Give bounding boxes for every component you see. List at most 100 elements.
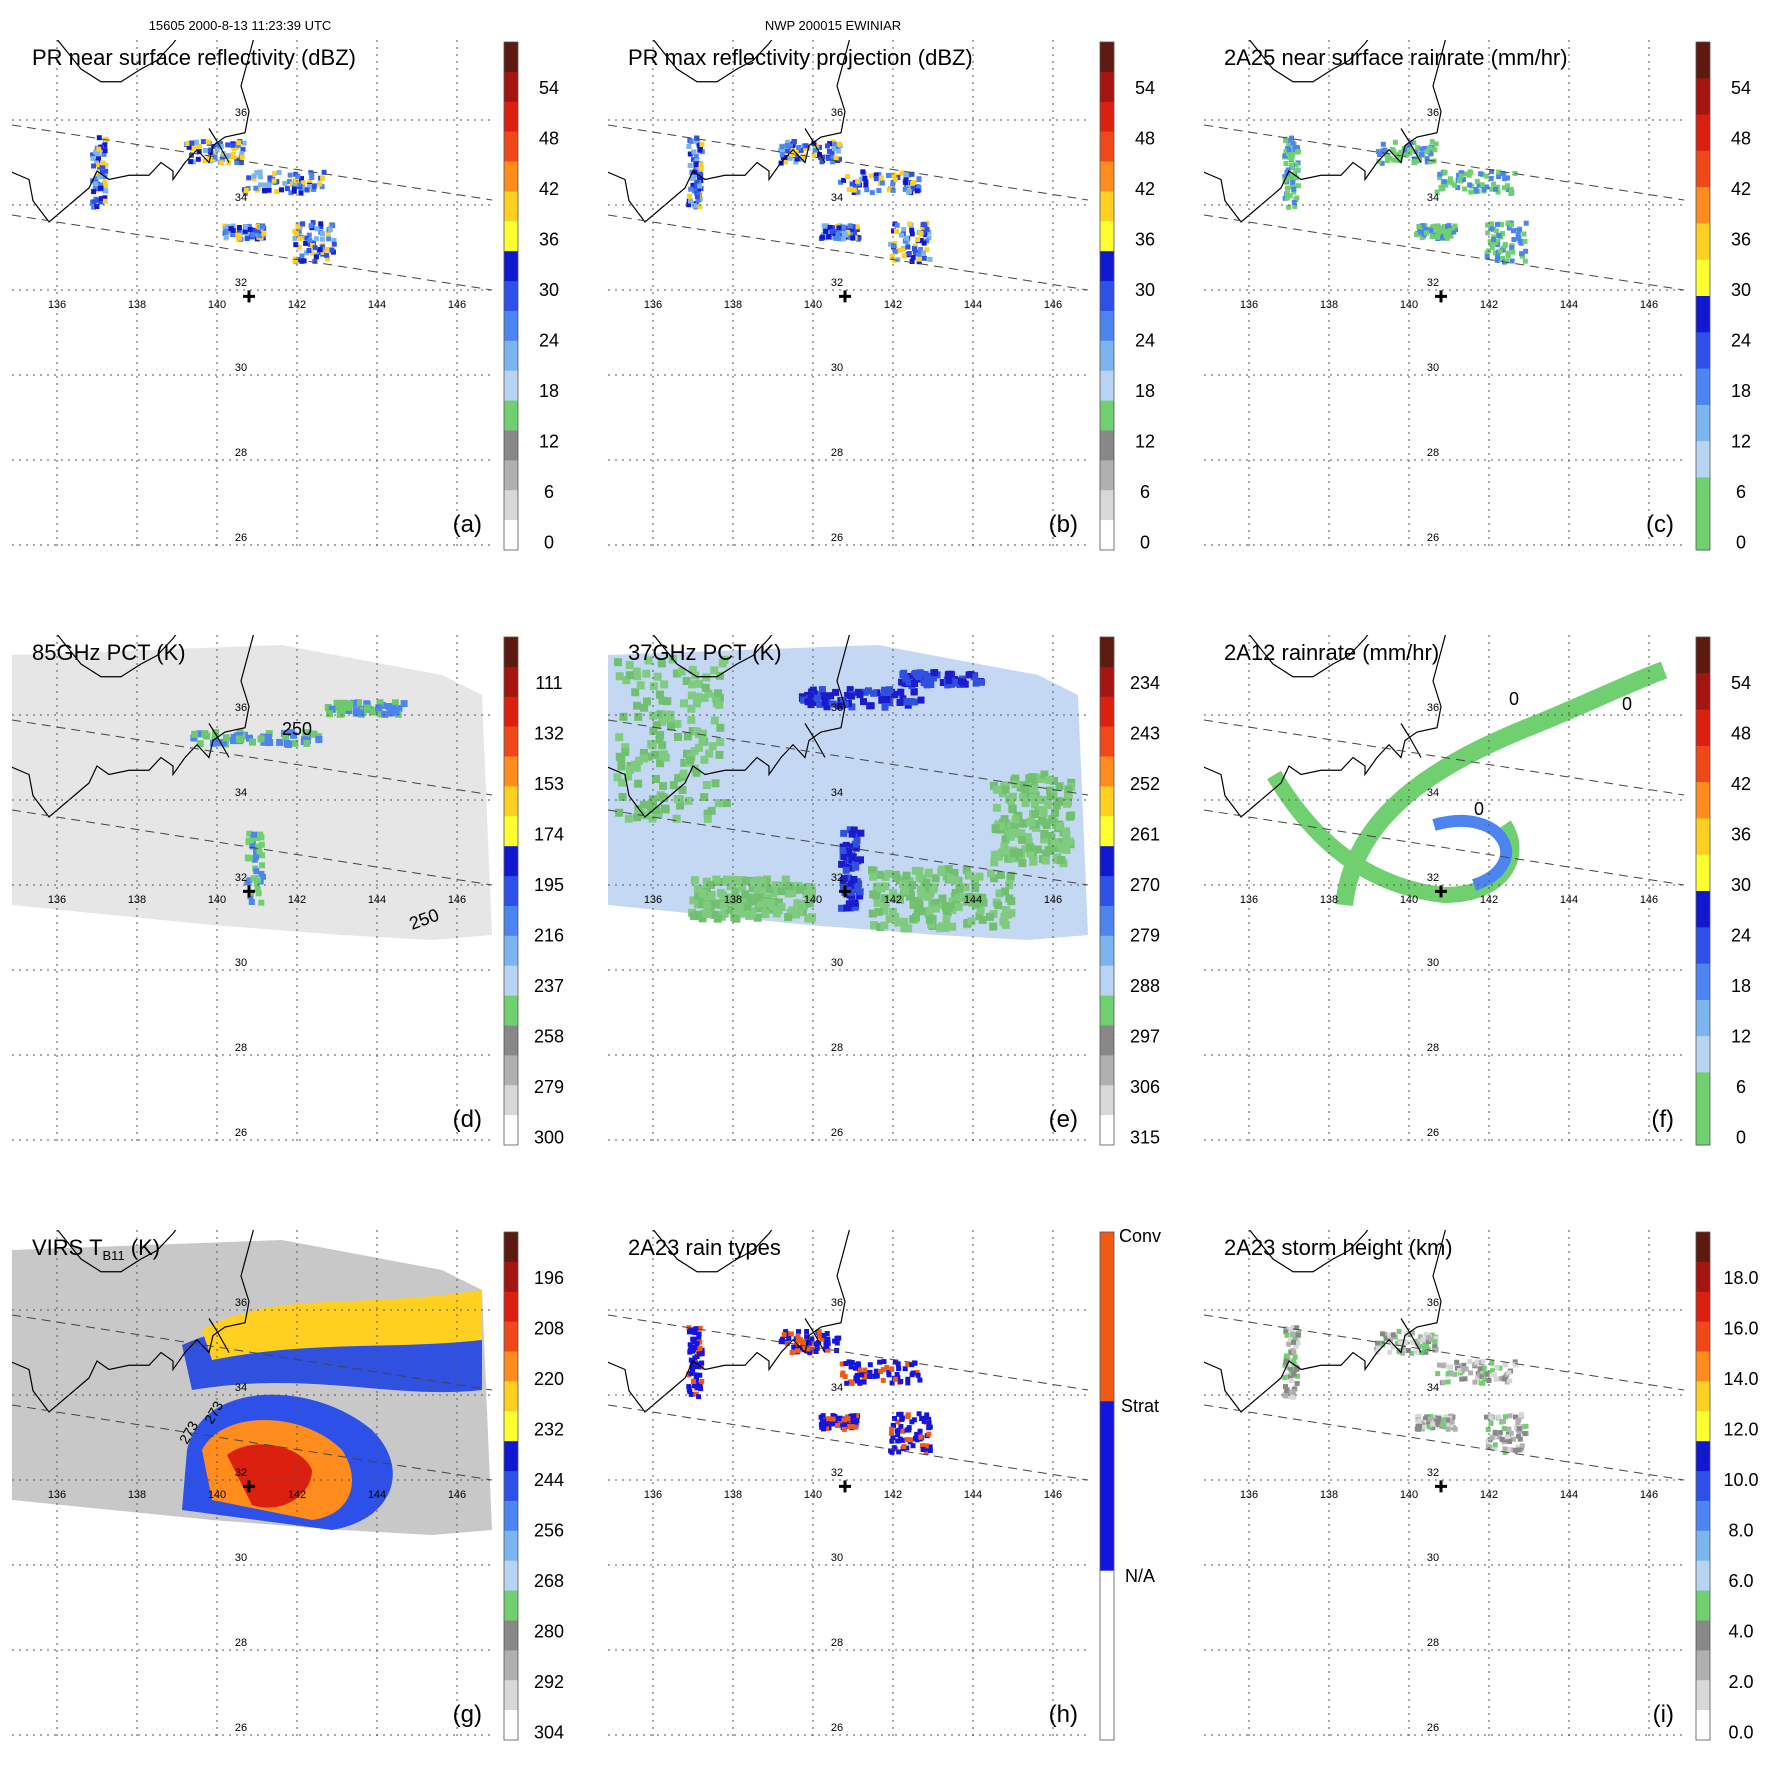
data-pixel (218, 143, 224, 149)
lon-tick-label: 140 (208, 299, 226, 311)
data-pixel (287, 179, 292, 185)
data-pixel (1290, 151, 1296, 157)
data-pixel (621, 743, 630, 752)
data-pixel (1426, 1419, 1432, 1425)
data-pixel (1498, 1376, 1504, 1382)
data-pixel (1291, 1394, 1297, 1400)
data-pixel (1397, 1340, 1403, 1346)
data-pixel (1454, 1362, 1460, 1368)
data-pixel (868, 173, 874, 179)
data-pixel (1282, 136, 1288, 142)
data-pixel (1430, 1421, 1436, 1427)
data-pixel (1494, 1364, 1500, 1370)
data-pixel (737, 883, 746, 892)
data-pixel (226, 230, 232, 235)
data-pixel (730, 901, 739, 910)
data-pixel (1448, 1364, 1454, 1370)
colorbar-tick-label: 153 (534, 774, 564, 794)
data-pixel (293, 242, 299, 248)
data-pixel (1445, 1379, 1451, 1385)
data-pixel (385, 703, 393, 710)
data-pixel (259, 852, 265, 859)
data-pixel (789, 1350, 795, 1355)
colorbar-segment (504, 995, 518, 1026)
data-pixel (999, 917, 1008, 926)
colorbar-segment (504, 1261, 518, 1293)
colorbar-tick-label: 14.0 (1723, 1369, 1758, 1389)
data-pixel (615, 808, 624, 817)
data-pixel (1294, 1380, 1300, 1386)
data-pixel (877, 1369, 883, 1374)
data-pixel (826, 234, 832, 239)
data-pixel (646, 801, 655, 810)
data-pixel (851, 903, 859, 911)
data-pixel (831, 225, 837, 231)
colorbar-segment (504, 221, 518, 252)
data-pixel (218, 160, 224, 166)
lat-tick-label: 28 (235, 1637, 247, 1649)
data-pixel (693, 1382, 699, 1388)
data-pixel (1493, 239, 1499, 245)
data-pixel (236, 235, 242, 241)
data-pixel (1432, 1342, 1438, 1348)
data-pixel (1427, 1416, 1433, 1422)
data-pixel (1415, 145, 1421, 151)
lat-tick-label: 28 (1427, 1042, 1439, 1054)
data-pixel (755, 893, 764, 902)
data-pixel (1292, 204, 1298, 209)
data-pixel (829, 700, 837, 708)
data-pixel (1411, 140, 1417, 146)
data-pixel (315, 736, 323, 743)
coastline (208, 128, 230, 163)
data-pixel (1408, 147, 1414, 153)
data-pixel (925, 906, 934, 915)
data-pixel (1291, 186, 1297, 192)
data-pixel (824, 1426, 829, 1431)
colorbar-segment (1696, 259, 1710, 297)
data-pixel (1294, 149, 1300, 155)
data-pixel (915, 1372, 921, 1378)
data-pixel (963, 897, 972, 906)
data-pixel (827, 224, 833, 230)
data-pixel (918, 238, 924, 243)
data-pixel (1506, 225, 1512, 231)
data-pixel (1415, 1426, 1421, 1432)
data-pixel (758, 878, 767, 887)
data-pixel (1039, 809, 1048, 818)
data-pixel (1021, 845, 1030, 854)
data-pixel (1512, 1359, 1518, 1365)
colorbar-segment (504, 1650, 518, 1681)
data-pixel (688, 198, 693, 204)
data-pixel (687, 715, 696, 724)
data-pixel (319, 244, 325, 250)
colorbar-segment (1100, 370, 1114, 402)
data-pixel (696, 142, 702, 148)
data-pixel (1497, 248, 1503, 254)
storm-center-marker (243, 290, 255, 303)
data-pixel (1424, 230, 1430, 236)
data-pixel (869, 190, 875, 196)
data-pixel (919, 1416, 925, 1422)
colorbar-tick-label: 261 (1130, 825, 1160, 845)
data-pixel (215, 142, 221, 148)
data-pixel (690, 747, 699, 756)
data-pixel (1457, 178, 1462, 184)
data-pixel (1011, 815, 1020, 824)
colorbar-tick-label: 0 (1736, 1128, 1746, 1148)
data-pixel (1442, 169, 1448, 175)
data-pixel (1041, 856, 1050, 865)
data-pixel (820, 692, 828, 700)
lat-tick-label: 26 (1427, 1722, 1439, 1734)
data-pixel (1426, 1339, 1432, 1344)
colorbar-category-label: Strat (1121, 1396, 1159, 1416)
lon-tick-label: 144 (964, 894, 982, 906)
data-pixel (191, 159, 197, 165)
data-pixel (266, 182, 272, 188)
data-pixel (896, 876, 904, 885)
data-pixel (303, 240, 309, 246)
data-pixel (331, 241, 337, 247)
data-pixel (846, 826, 854, 834)
colorbar-frame (503, 636, 519, 1146)
data-pixel (900, 917, 909, 926)
